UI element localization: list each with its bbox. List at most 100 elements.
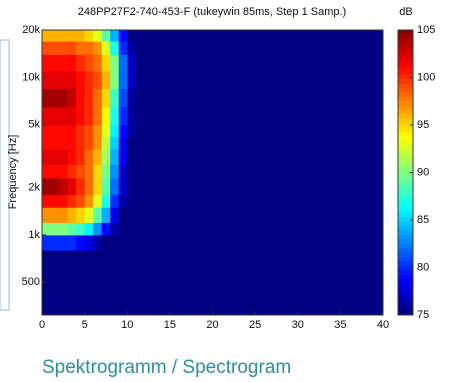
heatmap-cell xyxy=(144,250,384,316)
heatmap-cell xyxy=(144,88,384,108)
heatmap-cell xyxy=(84,177,94,196)
heatmap-cell xyxy=(42,164,52,179)
heatmap-cell xyxy=(67,234,77,251)
heatmap-cell xyxy=(144,149,384,165)
heatmap-cell xyxy=(42,149,52,165)
heatmap-cell xyxy=(110,106,120,126)
heatmap-cell xyxy=(144,54,384,72)
heatmap-cell xyxy=(101,41,111,55)
heatmap-cell xyxy=(118,250,128,316)
colorbar-segment xyxy=(398,119,413,125)
colorbar-segment xyxy=(398,127,413,133)
colorbar-segment xyxy=(398,141,413,147)
heatmap-cell xyxy=(42,250,52,316)
heatmap-cell xyxy=(76,194,86,208)
heatmap-cell xyxy=(101,164,111,179)
heatmap-cell xyxy=(101,194,111,208)
heatmap-cell xyxy=(59,149,69,165)
heatmap-cell xyxy=(135,149,145,165)
heatmap-cell xyxy=(135,70,145,90)
y-tick-label: 500 xyxy=(22,276,40,288)
heatmap-cell xyxy=(76,88,86,108)
heatmap-cell xyxy=(67,88,77,108)
heatmap-cell xyxy=(110,177,120,196)
heatmap-cell xyxy=(84,164,94,179)
colorbar-segment xyxy=(398,92,413,98)
heatmap-cell xyxy=(76,136,86,150)
heatmap-cell xyxy=(101,88,111,108)
heatmap-cell xyxy=(101,207,111,223)
heatmap-cell xyxy=(59,207,69,223)
colorbar-segment xyxy=(398,150,413,156)
heatmap-cell xyxy=(67,149,77,165)
heatmap-cell xyxy=(50,164,60,179)
heatmap-cell xyxy=(59,54,69,72)
heatmap-cell xyxy=(110,164,120,179)
heatmap-cell xyxy=(93,164,103,179)
colorbar-segment xyxy=(398,221,413,227)
heatmap-cell xyxy=(135,194,145,208)
heatmap-cell xyxy=(127,194,137,208)
heatmap-cell xyxy=(76,149,86,165)
colorbar-tick-label: 95 xyxy=(417,119,429,131)
colorbar-segment xyxy=(398,301,413,307)
heatmap-cell xyxy=(76,30,86,42)
heatmap-cell xyxy=(144,124,384,138)
heatmap-cell xyxy=(67,124,77,138)
heatmap-cell xyxy=(93,194,103,208)
heatmap-cell xyxy=(101,234,111,251)
colorbar-segment xyxy=(398,199,413,205)
heatmap-cell xyxy=(118,194,128,208)
heatmap-cell xyxy=(76,41,86,55)
heatmap-cell xyxy=(127,124,137,138)
colorbar-segment xyxy=(398,168,413,173)
colorbar-segment xyxy=(398,310,413,316)
heatmap-cell xyxy=(84,124,94,138)
heatmap-cell xyxy=(93,88,103,108)
colorbar-segment xyxy=(398,194,413,200)
heatmap-cell xyxy=(67,207,77,223)
heatmap-cell xyxy=(118,70,128,90)
colorbar-segment xyxy=(398,230,413,236)
heatmap-cell xyxy=(84,30,94,42)
heatmap-cell xyxy=(118,41,128,55)
heatmap-cell xyxy=(84,106,94,126)
heatmap-cell xyxy=(127,234,137,251)
heatmap-cell xyxy=(127,149,137,165)
heatmap-cell xyxy=(76,54,86,72)
heatmap-cell xyxy=(59,30,69,42)
heatmap-cell xyxy=(59,41,69,55)
heatmap-cell xyxy=(76,250,86,316)
heatmap-cell xyxy=(84,88,94,108)
colorbar-segment xyxy=(398,248,413,254)
x-tick-label: 0 xyxy=(39,319,45,331)
heatmap-cell xyxy=(50,54,60,72)
heatmap-cell xyxy=(101,177,111,196)
heatmap-cell xyxy=(118,124,128,138)
heatmap-cell xyxy=(59,88,69,108)
colorbar-segment xyxy=(398,185,413,191)
heatmap-cell xyxy=(59,106,69,126)
heatmap-cell xyxy=(127,30,137,42)
heatmap-cell xyxy=(67,41,77,55)
heatmap-cell xyxy=(67,106,77,126)
colorbar-segment xyxy=(398,56,413,62)
colorbar-segment xyxy=(398,65,413,71)
heatmap-cell xyxy=(59,124,69,138)
heatmap-cell xyxy=(101,70,111,90)
colorbar-segment xyxy=(398,159,413,165)
heatmap-cell xyxy=(93,54,103,72)
colorbar-segment xyxy=(398,101,413,107)
heatmap-cell xyxy=(76,222,86,236)
heatmap-cell xyxy=(118,136,128,150)
colorbar-segment xyxy=(398,288,413,294)
heatmap-cell xyxy=(59,250,69,316)
colorbar-tick-label: 75 xyxy=(417,309,429,321)
heatmap-cell xyxy=(127,250,137,316)
y-tick-label: 5k xyxy=(28,119,40,131)
heatmap-cell xyxy=(42,30,52,42)
heatmap-cell xyxy=(42,70,52,90)
heatmap-cell xyxy=(127,106,137,126)
heatmap-cell xyxy=(135,177,145,196)
heatmap-cell xyxy=(144,106,384,126)
